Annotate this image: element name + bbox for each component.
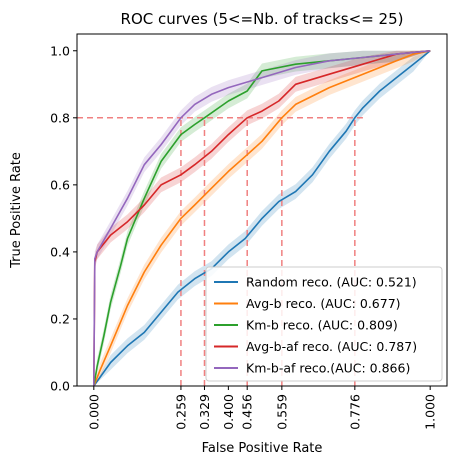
reference-lines [77,117,363,386]
legend: Random reco. (AUC: 0.521) Avg-b reco. (AU… [205,266,443,382]
x-axis-label: False Positive Rate [202,441,323,456]
x-tick-label-1: 0.259 [173,394,188,430]
y-tick-label-0: 0.0 [50,379,70,394]
y-tick-label-5: 1.0 [50,43,70,58]
y-tick-label-3: 0.6 [50,177,70,192]
series-band-2 [93,50,431,387]
y-tick-label-1: 0.2 [50,311,70,326]
x-axis-ticks: 0.000 0.259 0.329 0.400 0.456 0.559 0.776 1.000 [86,386,438,430]
x-tick-label-6: 0.776 [347,394,362,430]
legend-label-4: Km-b-af reco.(AUC: 0.866) [246,361,410,376]
x-tick-label-0: 0.000 [86,394,101,430]
y-tick-label-2: 0.4 [50,244,70,259]
x-tick-label-7: 1.000 [423,394,438,430]
chart-title: ROC curves (5<=Nb. of tracks<= 25) [121,10,404,28]
x-tick-label-3: 0.400 [221,394,236,430]
legend-box [205,266,443,382]
series-line-1 [93,50,431,387]
x-tick-label-5: 0.559 [274,394,289,430]
legend-label-1: Avg-b reco. (AUC: 0.677) [246,296,401,311]
x-tick-label-4: 0.456 [240,394,255,430]
legend-label-0: Random reco. (AUC: 0.521) [246,275,417,290]
legend-label-3: Avg-b-af reco. (AUC: 0.787) [246,339,417,354]
series-line-4 [93,50,431,387]
roc-curves [93,50,431,387]
legend-label-2: Km-b reco. (AUC: 0.809) [246,318,398,333]
x-tick-label-2: 0.329 [197,394,212,430]
series-line-0 [93,50,431,387]
series-line-3 [93,50,431,387]
plot-frame [76,33,448,387]
y-axis-label: True Positive Rate [9,152,24,269]
y-axis-ticks: 0.0 0.2 0.4 0.6 0.8 1.0 [50,43,77,394]
y-tick-label-4: 0.8 [50,110,70,125]
